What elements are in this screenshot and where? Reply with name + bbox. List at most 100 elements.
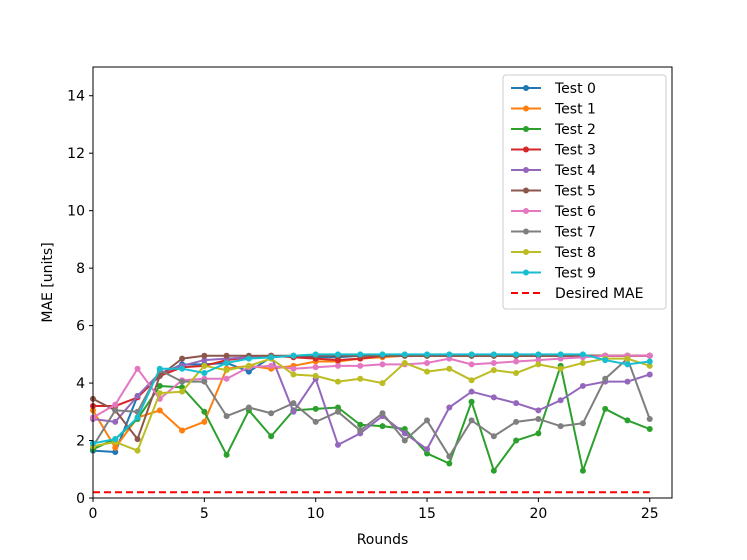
legend-marker xyxy=(523,146,529,153)
data-point xyxy=(446,365,453,372)
data-point xyxy=(134,414,141,421)
data-point xyxy=(223,451,230,458)
legend-label: Test 1 xyxy=(554,102,596,118)
data-point xyxy=(379,351,386,358)
data-point xyxy=(245,355,252,362)
data-point xyxy=(112,407,119,414)
legend-entry: Test 0 xyxy=(511,81,596,97)
data-point xyxy=(602,405,609,412)
data-point xyxy=(112,444,119,451)
data-point xyxy=(513,400,520,407)
y-tick-label: 14 xyxy=(67,89,85,105)
data-point xyxy=(201,357,208,364)
data-point xyxy=(401,430,408,437)
data-point xyxy=(357,421,364,428)
data-point xyxy=(579,351,586,358)
data-point xyxy=(156,365,163,372)
data-point xyxy=(535,351,542,358)
data-point xyxy=(179,365,186,372)
data-point xyxy=(290,408,297,415)
legend-marker xyxy=(523,187,529,194)
data-point xyxy=(468,398,475,405)
data-point xyxy=(624,355,631,362)
x-tick-label: 5 xyxy=(200,506,209,522)
data-point xyxy=(446,453,453,460)
data-point xyxy=(312,351,319,358)
data-point xyxy=(334,408,341,415)
legend-label: Test 4 xyxy=(554,163,596,179)
data-point xyxy=(201,362,208,369)
data-point xyxy=(579,420,586,427)
data-point xyxy=(179,378,186,385)
legend-marker xyxy=(523,167,529,173)
data-point xyxy=(401,359,408,366)
data-point xyxy=(579,359,586,366)
series-test-9 xyxy=(90,351,653,447)
legend-entry: Test 4 xyxy=(511,163,596,179)
series-test-8 xyxy=(90,355,653,454)
data-point xyxy=(579,382,586,389)
x-tick-label: 10 xyxy=(307,506,325,522)
data-point xyxy=(401,351,408,358)
data-point xyxy=(535,415,542,422)
data-point xyxy=(290,371,297,378)
data-point xyxy=(513,370,520,377)
x-tick-label: 0 xyxy=(89,506,98,522)
series-line xyxy=(92,357,651,452)
data-point xyxy=(468,377,475,384)
data-point xyxy=(334,441,341,448)
y-tick-label: 10 xyxy=(67,204,85,220)
legend-entry: Test 1 xyxy=(511,102,596,118)
legend-marker xyxy=(523,269,529,276)
x-axis: 0 5 10 15 20 25 xyxy=(89,498,659,522)
data-point xyxy=(223,359,230,366)
data-point xyxy=(646,415,653,422)
series-line xyxy=(92,354,651,451)
data-point xyxy=(579,467,586,474)
data-point xyxy=(223,367,230,374)
data-point xyxy=(468,388,475,395)
data-point xyxy=(201,418,208,425)
data-point xyxy=(112,449,119,456)
legend-label: Test 0 xyxy=(554,81,596,97)
legend-box xyxy=(502,74,667,310)
data-point xyxy=(646,362,653,369)
legend-label: Test 2 xyxy=(554,122,596,138)
data-point xyxy=(535,357,542,364)
data-point xyxy=(424,359,431,366)
data-point xyxy=(379,423,386,430)
data-point xyxy=(557,397,564,404)
legend-entry: Test 9 xyxy=(511,266,596,282)
data-point xyxy=(223,375,230,382)
x-axis-label: Rounds xyxy=(357,532,409,548)
data-point xyxy=(201,378,208,385)
data-point xyxy=(268,433,275,440)
data-point xyxy=(268,362,275,369)
data-point xyxy=(646,352,653,359)
data-point xyxy=(334,357,341,364)
data-point xyxy=(468,417,475,424)
data-point xyxy=(646,358,653,365)
data-point xyxy=(446,460,453,467)
data-point xyxy=(535,430,542,437)
legend-entry: Test 5 xyxy=(511,184,596,200)
data-point xyxy=(112,436,119,443)
data-point xyxy=(290,352,297,359)
plot-frame xyxy=(92,66,673,499)
y-tick-label: 0 xyxy=(76,491,85,507)
x-tick-label: 25 xyxy=(641,506,659,522)
series-line xyxy=(92,357,651,458)
data-point xyxy=(334,404,341,411)
legend-label: Test 7 xyxy=(554,225,596,241)
data-point xyxy=(156,382,163,389)
legend-label: Desired MAE xyxy=(555,286,643,302)
data-point xyxy=(134,392,141,399)
y-tick-label: 8 xyxy=(76,261,85,277)
data-point xyxy=(134,436,141,443)
data-point xyxy=(557,365,564,372)
legend-label: Test 8 xyxy=(554,245,596,261)
legend: Test 0 Test 1 Test 2 Test 3 Test 4 Test 5 Test… xyxy=(502,74,667,310)
data-point xyxy=(357,375,364,382)
data-point xyxy=(379,361,386,368)
y-axis-label: MAE [units] xyxy=(40,242,56,322)
